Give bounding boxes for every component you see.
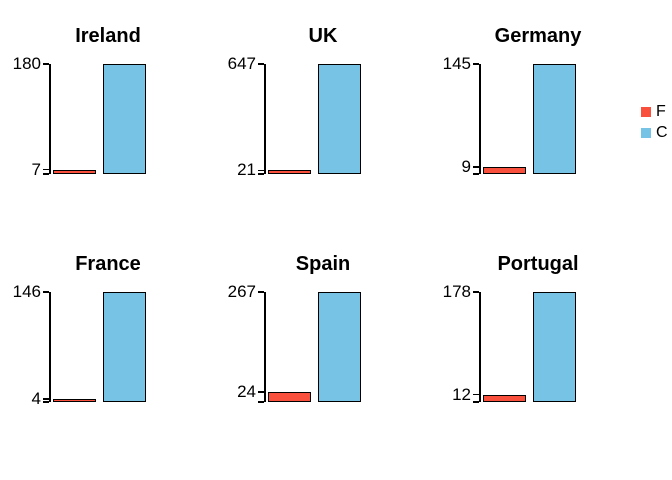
panel-title: UK <box>308 25 338 47</box>
y-tick-label: 267 <box>227 282 256 301</box>
y-axis-tick <box>258 169 264 172</box>
bar-c <box>533 64 576 174</box>
y-tick-label: 21 <box>237 160 256 180</box>
y-axis-tick <box>473 63 479 65</box>
y-axis-tick <box>43 291 49 293</box>
y-axis-tick <box>473 291 479 293</box>
legend-item-f: F <box>641 101 668 122</box>
y-axis-tick <box>473 166 479 168</box>
y-axis-line <box>264 64 266 174</box>
y-axis-tick <box>258 291 264 293</box>
y-tick-label: 12 <box>452 384 471 404</box>
panel-title: Ireland <box>75 25 141 47</box>
y-axis-tick <box>258 401 264 403</box>
y-tick-label: 24 <box>237 382 256 402</box>
legend-label-f: F <box>656 102 666 120</box>
y-axis-tick <box>473 173 479 175</box>
y-axis-tick <box>258 391 264 393</box>
legend-label-c: C <box>656 123 668 141</box>
y-axis-line <box>49 292 51 402</box>
panel-title: France <box>75 253 141 275</box>
panel-title: Germany <box>494 25 582 47</box>
y-tick-label: 7 <box>31 159 41 179</box>
bar-f <box>268 170 311 174</box>
bar-c <box>318 292 361 402</box>
plot-area: 267 24 <box>215 228 430 468</box>
y-axis-line <box>49 64 51 174</box>
plot-area: 180 7 <box>0 0 215 240</box>
y-tick-label: 647 <box>227 54 256 73</box>
y-tick-label: 178 <box>442 282 471 301</box>
panel-title: Spain <box>295 253 351 275</box>
y-tick-label: 180 <box>12 54 41 73</box>
legend-swatch-c-icon <box>641 127 651 138</box>
y-axis-tick <box>43 63 49 65</box>
panel-portugal: 178 12 Portugal <box>430 228 645 468</box>
y-tick-label: 145 <box>442 54 471 73</box>
bar-c <box>103 64 146 174</box>
panel-germany: 145 9 Germany <box>430 0 645 240</box>
y-tick-label: 146 <box>12 282 41 301</box>
panel-ireland: 180 7 Ireland <box>0 0 215 240</box>
panel-france: 146 4 France <box>0 228 215 468</box>
panel-uk: 647 21 UK <box>215 0 430 240</box>
bar-f <box>483 394 526 402</box>
y-axis-tick <box>258 173 264 175</box>
legend-item-c: C <box>641 122 668 143</box>
y-axis-tick <box>43 173 49 175</box>
y-axis-tick <box>43 401 49 403</box>
y-axis-tick <box>258 63 264 65</box>
panel-title: Portugal <box>497 253 579 275</box>
bar-c <box>103 292 146 402</box>
y-axis-tick <box>473 401 479 403</box>
bar-f <box>53 398 96 402</box>
legend-swatch-f-icon <box>641 106 651 117</box>
plot-area: 647 21 <box>215 0 430 240</box>
y-axis-line <box>479 64 481 174</box>
y-tick-label: 9 <box>461 157 471 177</box>
bar-c <box>533 292 576 402</box>
y-axis-line <box>264 292 266 402</box>
y-axis-tick <box>473 393 479 396</box>
y-axis-tick <box>43 398 49 400</box>
bar-f <box>53 169 96 174</box>
legend: F C <box>641 101 668 143</box>
panel-spain: 267 24 Spain <box>215 228 430 468</box>
plot-area: 178 12 <box>430 228 645 468</box>
plot-area: 146 4 <box>0 228 215 468</box>
bar-f <box>268 392 311 402</box>
bar-f <box>483 167 526 174</box>
y-axis-line <box>479 292 481 402</box>
y-tick-label: 4 <box>31 388 41 408</box>
plot-area: 145 9 <box>430 0 645 240</box>
y-axis-tick <box>43 168 49 171</box>
bar-c <box>318 64 361 174</box>
